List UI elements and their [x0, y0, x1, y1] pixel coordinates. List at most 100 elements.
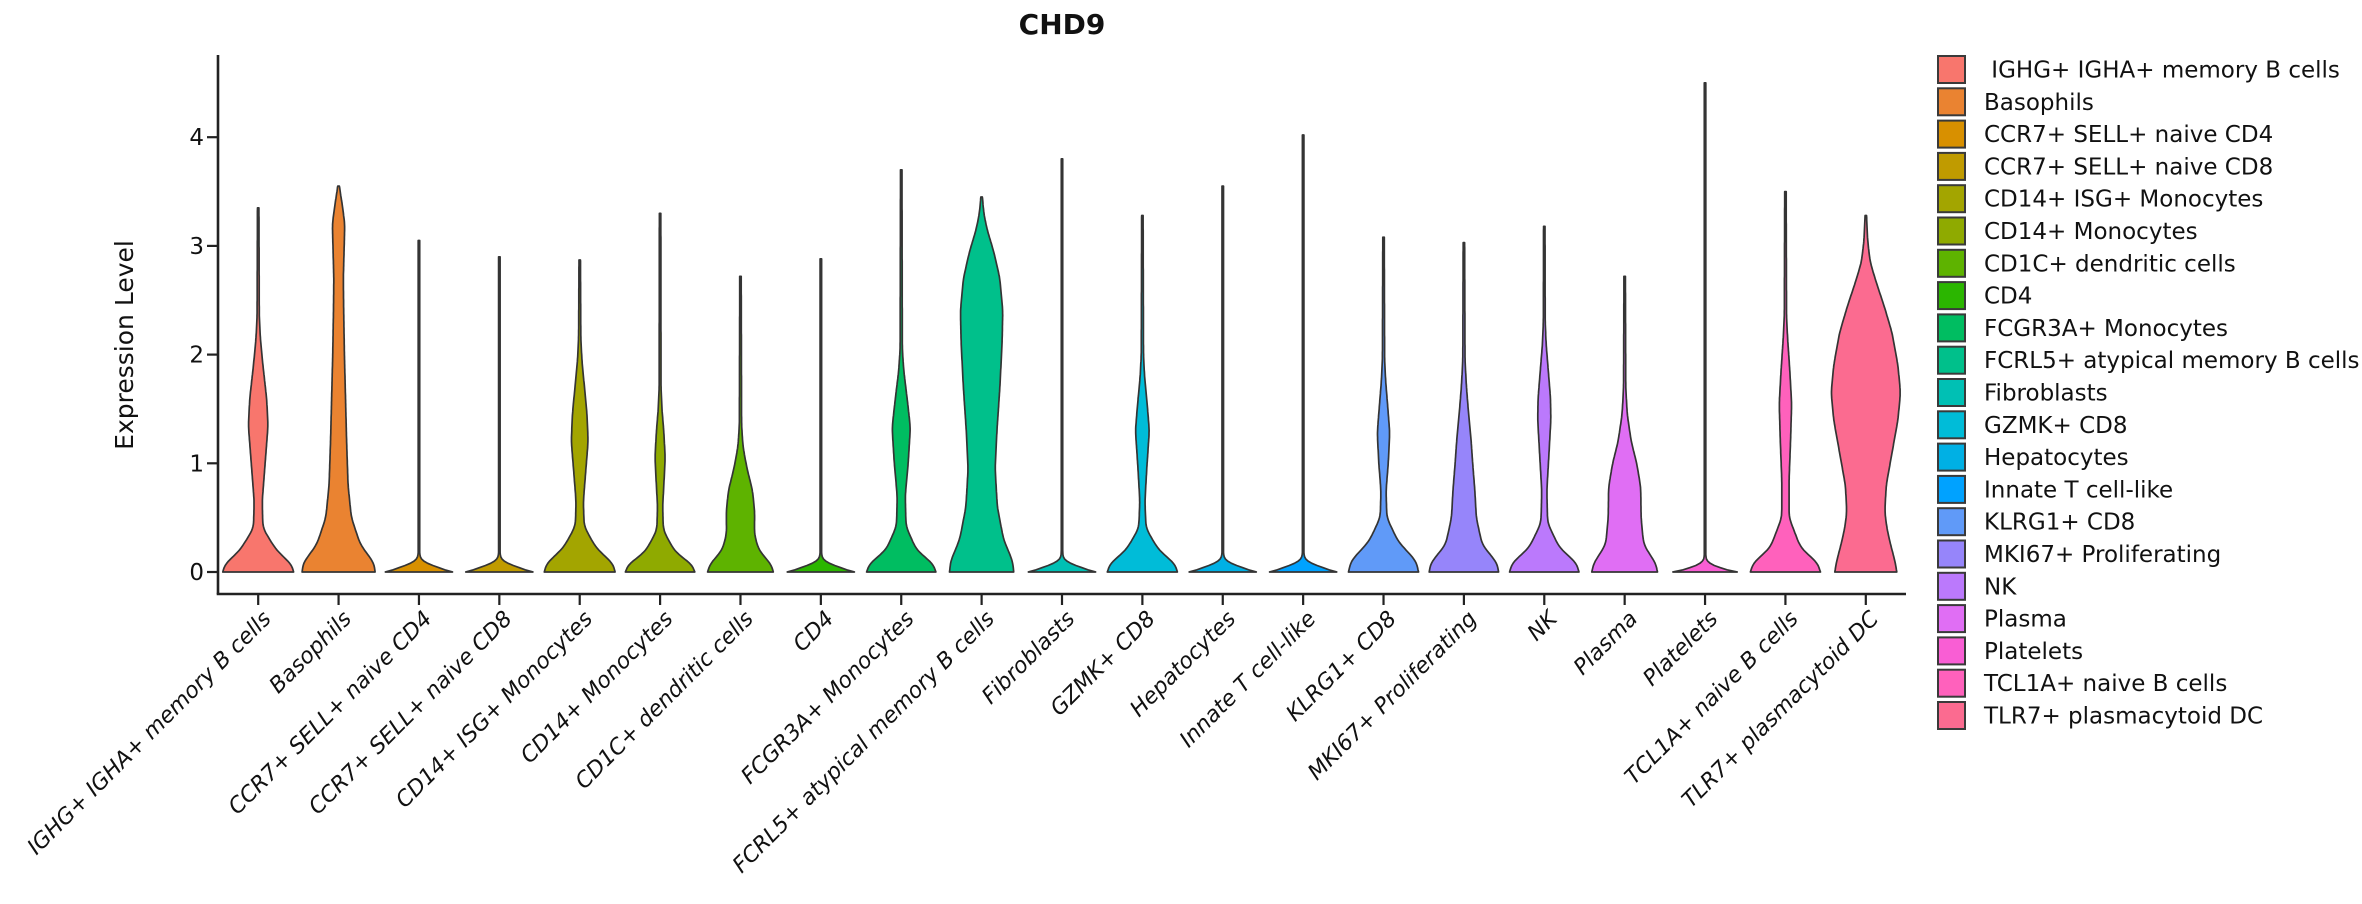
legend-item: TCL1A+ naive B cells — [1937, 668, 2227, 698]
legend-item: MKI67+ Proliferating — [1937, 539, 2221, 569]
violin-fcrl5-atypical-memory-b-cells — [948, 196, 1015, 573]
violin-plasma — [1590, 275, 1659, 573]
legend-swatch — [1937, 55, 1966, 84]
legend-label: Platelets — [1984, 639, 2083, 665]
violin-klrg1-cd8 — [1347, 236, 1420, 573]
legend-label: Basophils — [1984, 90, 2094, 116]
legend-item: NK — [1937, 571, 2017, 601]
violin-ccr7-sell-naive-cd4 — [384, 239, 454, 573]
legend-label: CCR7+ SELL+ naive CD8 — [1984, 154, 2273, 180]
violin-cd14-monocytes — [624, 212, 696, 573]
legend-swatch — [1937, 281, 1966, 311]
legend-swatch — [1937, 378, 1966, 407]
violin-tcl1a-naive-b-cells — [1749, 190, 1822, 573]
x-axis-labels: IGHG+ IGHA+ memory B cellsBasophilsCCR7+… — [23, 594, 1884, 878]
legend-label: Innate T cell-like — [1984, 477, 2173, 503]
legend-item: Innate T cell-like — [1937, 474, 2173, 504]
x-tick-label: NK — [1523, 605, 1564, 646]
y-tick-label: 3 — [189, 234, 204, 260]
legend-label: Plasma — [1984, 607, 2067, 633]
legend-item: CD14+ ISG+ Monocytes — [1937, 184, 2263, 214]
chart-title: CHD9 — [1019, 8, 1106, 41]
legend-label: GZMK+ CD8 — [1984, 413, 2128, 439]
legend-label: CD4 — [1984, 284, 2032, 310]
legend-label: Hepatocytes — [1984, 445, 2129, 471]
legend-swatch — [1937, 539, 1966, 569]
legend-label: NK — [1984, 574, 2017, 600]
legend-swatch — [1937, 87, 1966, 117]
legend-item: CCR7+ SELL+ naive CD8 — [1937, 151, 2273, 181]
legend-swatch — [1937, 701, 1966, 730]
legend: IGHG+ IGHA+ memory B cells Basophils CCR7+… — [1937, 55, 2360, 730]
legend-label: TCL1A+ naive B cells — [1983, 671, 2227, 697]
y-tick-label: 0 — [189, 560, 204, 586]
violin-cd1c-dendritic-cells — [706, 275, 775, 573]
y-tick-label: 2 — [189, 343, 204, 369]
legend-item: Hepatocytes — [1937, 442, 2129, 472]
legend-swatch — [1937, 184, 1966, 214]
y-tick-label: 1 — [189, 451, 204, 477]
legend-item: IGHG+ IGHA+ memory B cells — [1937, 55, 2340, 84]
legend-swatch — [1937, 313, 1966, 343]
legend-item: FCRL5+ atypical memory B cells — [1937, 345, 2360, 375]
legend-swatch — [1937, 604, 1966, 634]
x-tick-label: IGHG+ IGHA+ memory B cells — [23, 607, 276, 860]
x-tick-label: Innate T cell-like — [1175, 607, 1321, 753]
legend-item: CCR7+ SELL+ naive CD4 — [1937, 119, 2273, 149]
violin-fcgr3a-monocytes — [865, 168, 937, 573]
legend-item: GZMK+ CD8 — [1937, 410, 2128, 440]
legend-item: CD14+ Monocytes — [1937, 216, 2198, 246]
x-tick-label: CD4 — [789, 607, 839, 657]
legend-item: Fibroblasts — [1937, 378, 2108, 407]
legend-label: Fibroblasts — [1984, 381, 2108, 407]
violin-fibroblasts — [1027, 158, 1097, 573]
violin-platelets — [1672, 81, 1739, 573]
legend-swatch — [1937, 668, 1966, 698]
legend-item: Platelets — [1937, 636, 2083, 666]
legend-swatch — [1937, 636, 1966, 666]
legend-label: CCR7+ SELL+ naive CD4 — [1984, 122, 2273, 148]
y-tick-label: 4 — [189, 125, 204, 151]
violin-basophils — [301, 185, 376, 573]
legend-item: CD4 — [1937, 281, 2032, 311]
legend-swatch — [1937, 571, 1966, 601]
violin-tlr7-plasmacytoid-dc — [1830, 214, 1901, 573]
x-tick-label: Plasma — [1569, 607, 1643, 681]
legend-swatch — [1937, 345, 1966, 375]
legend-label: KLRG1+ CD8 — [1984, 510, 2135, 536]
violin-hepatocytes — [1188, 185, 1258, 573]
legend-item: Plasma — [1937, 604, 2067, 634]
violin-ccr7-sell-naive-cd8 — [464, 255, 534, 573]
violin-ighg-igha-memory-b-cells — [221, 207, 295, 573]
violin-nk — [1508, 225, 1580, 573]
legend-swatch — [1937, 248, 1966, 278]
axes: 0 1 2 3 4 — [189, 55, 1906, 596]
legend-swatch — [1937, 151, 1966, 181]
violin-cd4 — [786, 258, 856, 573]
y-axis-label: Expression Level — [110, 240, 139, 450]
legend-swatch — [1937, 216, 1966, 246]
legend-item: Basophils — [1937, 87, 2094, 117]
x-tick-label: CD14+ Monocytes — [516, 607, 678, 769]
legend-swatch — [1937, 474, 1966, 504]
violin-mki67-proliferating — [1428, 241, 1500, 573]
legend-label: FCGR3A+ Monocytes — [1984, 316, 2228, 342]
legend-label: CD1C+ dendritic cells — [1984, 251, 2236, 277]
legend-item: CD1C+ dendritic cells — [1937, 248, 2236, 278]
legend-label: TLR7+ plasmacytoid DC — [1983, 704, 2263, 730]
legend-label: MKI67+ Proliferating — [1984, 542, 2221, 568]
legend-swatch — [1937, 410, 1966, 440]
violins — [221, 81, 1901, 573]
legend-label: FCRL5+ atypical memory B cells — [1984, 348, 2360, 374]
legend-swatch — [1937, 507, 1966, 537]
legend-item: FCGR3A+ Monocytes — [1937, 313, 2228, 343]
violin-innate-t-cell-like — [1268, 134, 1338, 573]
legend-label: CD14+ ISG+ Monocytes — [1984, 187, 2263, 213]
legend-item: KLRG1+ CD8 — [1937, 507, 2135, 537]
legend-swatch — [1937, 119, 1966, 149]
legend-item: TLR7+ plasmacytoid DC — [1937, 701, 2263, 730]
violin-cd14-isg-monocytes — [543, 259, 616, 573]
x-tick-label: Platelets — [1639, 607, 1724, 692]
legend-swatch — [1937, 442, 1966, 472]
